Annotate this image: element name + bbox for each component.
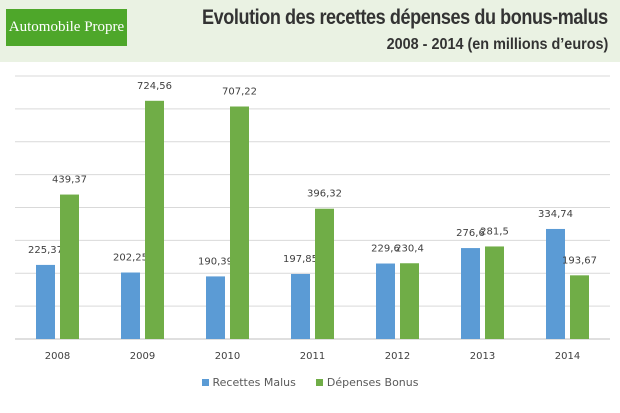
data-label: 230,4 (395, 243, 424, 254)
data-label: 190,39 (198, 256, 233, 267)
x-tick-label: 2009 (130, 351, 155, 362)
bar (121, 272, 140, 339)
bar (570, 275, 589, 339)
bar (291, 273, 310, 339)
legend: Recettes Malus Dépenses Bonus (0, 376, 620, 389)
x-tick-label: 2008 (45, 351, 70, 362)
x-tick-label: 2010 (215, 351, 240, 362)
bar (315, 208, 334, 339)
data-label: 439,37 (52, 175, 87, 186)
legend-label: Recettes Malus (212, 376, 296, 389)
chart-subtitle: 2008 - 2014 (en millions d’euros) (386, 36, 608, 53)
data-label: 724,56 (137, 81, 172, 92)
legend-label: Dépenses Bonus (326, 376, 419, 389)
legend-swatch (201, 379, 209, 386)
bar (400, 263, 419, 339)
chart-title: Evolution des recettes dépenses du bonus… (202, 6, 608, 29)
data-label: 229,6 (371, 244, 400, 255)
x-tick-label: 2012 (385, 351, 410, 362)
bar (145, 100, 164, 339)
x-tick-label: 2013 (470, 351, 495, 362)
bar (376, 263, 395, 339)
bar (60, 194, 79, 339)
header-band: Automobile Propre Evolution des recettes… (0, 0, 620, 62)
data-label: 202,25 (113, 253, 148, 264)
data-label: 193,67 (562, 255, 597, 266)
legend-swatch (315, 379, 323, 386)
data-label: 276,6 (456, 228, 485, 239)
bar (36, 264, 55, 339)
bar (485, 246, 504, 339)
logo: Automobile Propre (6, 9, 127, 46)
legend-item-depenses: Dépenses Bonus (315, 376, 419, 389)
bar (461, 248, 480, 339)
data-label: 396,32 (307, 189, 342, 200)
data-label: 225,37 (28, 245, 63, 256)
data-label: 707,22 (222, 87, 257, 98)
bar (206, 276, 225, 339)
bar (546, 228, 565, 339)
data-label: 197,85 (283, 254, 318, 265)
x-tick-label: 2011 (300, 351, 325, 362)
x-tick-label: 2014 (555, 351, 580, 362)
bar (230, 106, 249, 339)
data-label: 281,5 (480, 226, 509, 237)
legend-item-recettes: Recettes Malus (201, 376, 296, 389)
data-label: 334,74 (538, 209, 573, 220)
